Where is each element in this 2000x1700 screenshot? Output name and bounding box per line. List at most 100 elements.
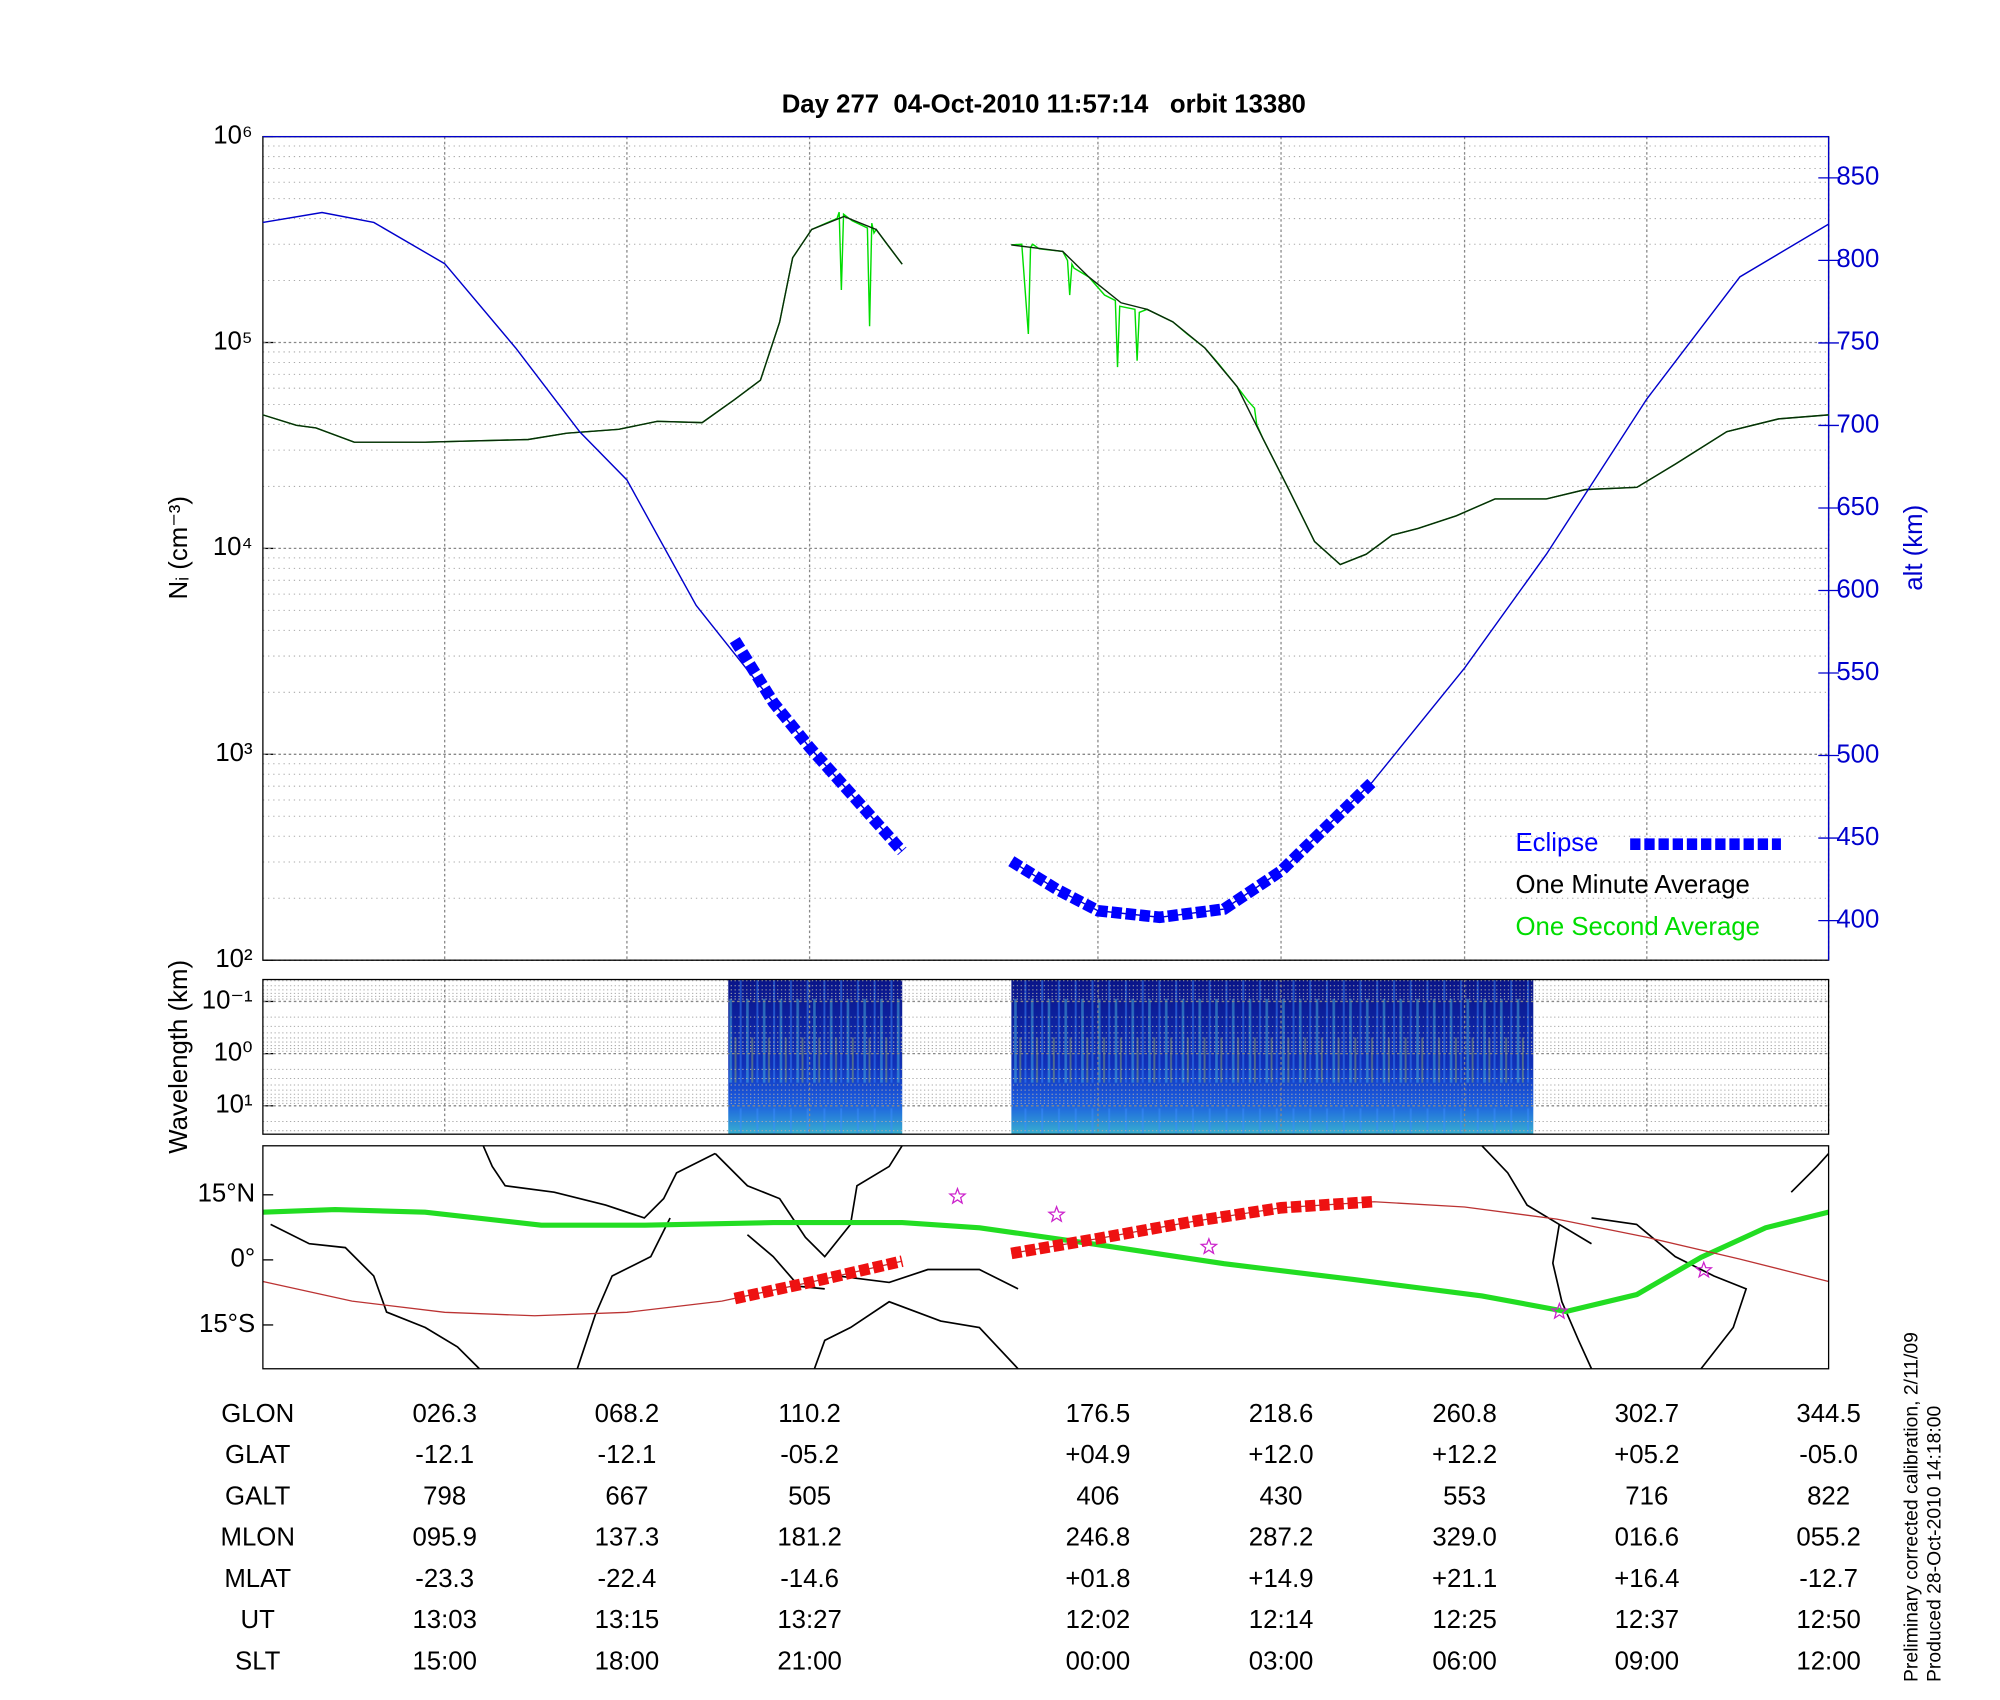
row-header: GLAT [225, 1441, 291, 1469]
table-cell: 016.6 [1615, 1524, 1679, 1552]
star-marker [1694, 1260, 1714, 1279]
y2-axis-label: alt (km) [1900, 505, 1928, 591]
table-cell: +14.9 [1248, 1565, 1313, 1593]
star-marker [1047, 1204, 1066, 1223]
table-cell: 553 [1443, 1482, 1486, 1510]
table-cell: 430 [1260, 1482, 1303, 1510]
table-cell: -14.6 [780, 1565, 839, 1593]
y-tick-label: 10⁴ [213, 533, 253, 561]
y-tick-label: 10¹ [215, 1091, 253, 1119]
table-cell: 13:03 [412, 1606, 476, 1634]
plot-frame [262, 978, 1830, 1135]
y-tick-label: 15°N [198, 1180, 256, 1208]
table-cell: 246.8 [1066, 1524, 1130, 1552]
legend-label: One Second Average [1515, 913, 1759, 941]
y2-tick-label: 850 [1836, 163, 1879, 191]
row-header: GLON [221, 1400, 294, 1428]
table-cell: 329.0 [1432, 1524, 1496, 1552]
table-cell: 218.6 [1249, 1400, 1313, 1428]
table-cell: +01.8 [1065, 1565, 1130, 1593]
plot-frame [262, 1145, 1830, 1370]
row-header: UT [241, 1606, 276, 1634]
y2-tick-label: 500 [1836, 740, 1879, 768]
coast-australia [813, 1300, 1019, 1370]
table-cell: 176.5 [1066, 1400, 1130, 1428]
star-marker [1550, 1301, 1569, 1320]
coast-central-america [1481, 1145, 1592, 1245]
track-line [262, 1207, 1830, 1315]
series-line [262, 215, 1829, 566]
y2-tick-label: 800 [1836, 245, 1879, 273]
table-cell: 137.3 [595, 1524, 659, 1552]
y-tick-label: 10⁻¹ [202, 986, 253, 1014]
y2-tick-label: 400 [1836, 905, 1879, 933]
coast-africa-north [482, 1145, 716, 1219]
table-cell: 12:50 [1796, 1606, 1860, 1634]
table-cell: 12:02 [1066, 1606, 1130, 1634]
y-tick-label: 10² [215, 945, 253, 973]
table-cell: 287.2 [1249, 1524, 1313, 1552]
table-cell: -12.7 [1799, 1565, 1858, 1593]
table-cell: 406 [1076, 1482, 1119, 1510]
chart-title: Day 277 04-Oct-2010 11:57:14 orbit 13380 [782, 90, 1306, 118]
star-marker [948, 1186, 967, 1205]
table-cell: -05.2 [780, 1441, 839, 1469]
coast-south-america-west [1551, 1224, 1593, 1370]
table-cell: 344.5 [1796, 1400, 1860, 1428]
table-cell: 06:00 [1432, 1647, 1496, 1675]
y-tick-label: 10⁰ [214, 1038, 253, 1066]
table-cell: 18:00 [595, 1647, 659, 1675]
table-cell: 181.2 [777, 1524, 841, 1552]
spectrogram-streaks [728, 979, 903, 1135]
note: Produced 28-Oct-2010 14:18:00 [1925, 1406, 1946, 1682]
coast-south-america-east [1591, 1217, 1748, 1370]
coast-asia [714, 1145, 903, 1258]
table-cell: 260.8 [1432, 1400, 1496, 1428]
table-cell: 13:15 [595, 1606, 659, 1634]
table-cell: +16.4 [1614, 1565, 1679, 1593]
legend-label: One Minute Average [1515, 871, 1749, 899]
table-cell: -12.1 [415, 1441, 474, 1469]
table-cell: 03:00 [1249, 1647, 1313, 1675]
table-cell: 12:37 [1615, 1606, 1679, 1634]
table-cell: 12:00 [1796, 1647, 1860, 1675]
table-cell: +05.2 [1614, 1441, 1679, 1469]
table-cell: 026.3 [412, 1400, 476, 1428]
coast-africa-east-edge [1790, 1152, 1830, 1193]
table-cell: 12:14 [1249, 1606, 1313, 1634]
table-cell: +12.0 [1248, 1441, 1313, 1469]
table-cell: -22.4 [598, 1565, 657, 1593]
y-axis-label: Nᵢ (cm⁻³) [165, 496, 193, 600]
y2-tick-label: 600 [1836, 575, 1879, 603]
table-cell: 822 [1807, 1482, 1850, 1510]
coast-africa-west [270, 1223, 480, 1370]
y2-tick-label: 700 [1836, 410, 1879, 438]
table-cell: 716 [1625, 1482, 1668, 1510]
y-tick-label: 10⁶ [213, 121, 252, 149]
table-cell: +21.1 [1432, 1565, 1497, 1593]
track-line [733, 1195, 1373, 1305]
y-tick-label: 15°S [199, 1310, 255, 1338]
table-cell: 068.2 [595, 1400, 659, 1428]
table-cell: 095.9 [412, 1524, 476, 1552]
row-header: MLAT [224, 1565, 291, 1593]
spectrogram-streaks [1011, 979, 1534, 1135]
table-cell: 667 [605, 1482, 648, 1510]
y2-tick-label: 750 [1836, 328, 1879, 356]
row-header: MLON [221, 1524, 295, 1552]
coast-africa-east [576, 1217, 671, 1370]
y2-tick-label: 450 [1836, 823, 1879, 851]
table-cell: 12:25 [1432, 1606, 1496, 1634]
y-axis-label: Wavelength (km) [165, 960, 193, 1154]
table-cell: +04.9 [1065, 1441, 1130, 1469]
table-cell: 302.7 [1615, 1400, 1679, 1428]
y-tick-label: 10³ [215, 739, 253, 767]
table-cell: 15:00 [412, 1647, 476, 1675]
legend-label: Eclipse [1515, 829, 1598, 857]
y-tick-label: 10⁵ [213, 327, 252, 355]
table-cell: -12.1 [598, 1441, 657, 1469]
row-header: SLT [235, 1647, 281, 1675]
table-cell: 110.2 [778, 1400, 841, 1428]
y2-tick-label: 550 [1836, 658, 1879, 686]
